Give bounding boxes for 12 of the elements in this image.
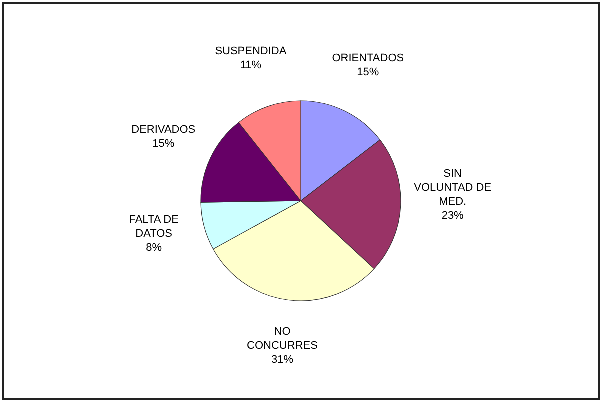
- slice-label: SIN VOLUNTAD DE MED.: [414, 168, 492, 208]
- data-label: 31%: [271, 354, 294, 366]
- data-label: 15%: [152, 138, 175, 150]
- slice-label: SUSPENDIDA: [215, 45, 288, 58]
- data-label: 23%: [442, 210, 464, 222]
- data-label: 11%: [240, 59, 262, 72]
- slice-label: DERIVADOS: [132, 124, 196, 136]
- data-label: 8%: [146, 242, 162, 254]
- data-label: 15%: [357, 66, 380, 79]
- slice-label: ORIENTADOS: [332, 52, 404, 65]
- slice-label: FALTA DE DATOS: [129, 214, 179, 240]
- slice-label: NO CONCURRES: [247, 326, 318, 352]
